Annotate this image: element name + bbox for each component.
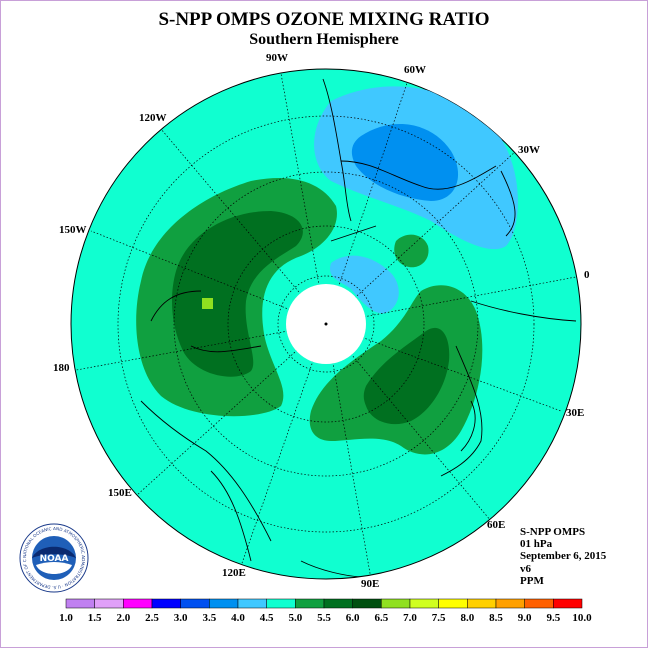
colorbar-swatch — [123, 598, 153, 609]
colorbar-tick-label: 2.5 — [145, 612, 159, 624]
info-block: S-NPP OMPS 01 hPa September 6, 2015 v6 P… — [520, 526, 606, 587]
colorbar-swatch — [409, 598, 439, 609]
meridians — [71, 69, 581, 579]
colorbar-tick-label: 3.0 — [174, 612, 188, 624]
lon-label-120e: 120E — [222, 567, 246, 579]
colorbar-tick-label: 8.0 — [460, 612, 474, 624]
colorbar-tick-label: 1.5 — [88, 612, 102, 624]
colorbar-swatch — [553, 598, 583, 609]
lon-label-180: 180 — [53, 362, 70, 374]
colorbar-swatch — [180, 598, 210, 609]
colorbar-tick-label: 9.5 — [546, 612, 560, 624]
info-units: PPM — [520, 574, 544, 587]
colorbar-swatch — [323, 598, 353, 609]
logo-text: NOAA — [40, 554, 69, 564]
colorbar-tick-label: 4.5 — [260, 612, 274, 624]
page-subtitle: Southern Hemisphere — [249, 31, 399, 48]
contour-4.0-4.5-small — [330, 255, 399, 314]
colorbar-tick-label: 8.5 — [489, 612, 503, 624]
colorbar-swatch — [65, 598, 95, 609]
lon-label-60e: 60E — [487, 519, 505, 531]
colorbar-swatch — [467, 598, 497, 609]
colorbar-swatch — [151, 598, 181, 609]
colorbar-tick-label: 5.0 — [288, 612, 302, 624]
colorbar-swatch — [295, 598, 325, 609]
colorbar-swatch — [266, 598, 296, 609]
lon-label-90w: 90W — [266, 52, 288, 64]
colorbar-tick-labels: 1.0 1.5 2.0 2.5 3.0 3.5 4.0 4.5 5.0 5.5 6.0 6.5 7.0 7… — [59, 612, 592, 624]
colorbar-tick-label: 5.5 — [317, 612, 331, 624]
colorbar-swatch — [237, 598, 267, 609]
colorbar-tick-label: 6.0 — [346, 612, 360, 624]
contour-6.0-6.5-spot — [202, 298, 213, 309]
noaa-logo: NATIONAL OCEANIC AND ATMOSPHERIC ADMINIS… — [19, 523, 89, 593]
colorbar-swatch — [495, 598, 525, 609]
longitude-labels: 90W 60W 30W 0 30E 60E 90E 120E 150E 180 … — [53, 52, 590, 590]
colorbar-tick-label: 6.5 — [374, 612, 388, 624]
lon-label-30e: 30E — [566, 407, 584, 419]
colorbar-swatch — [94, 598, 124, 609]
lon-label-90e: 90E — [361, 578, 379, 590]
contour-5.5-6.0-east — [363, 327, 450, 425]
colorbar-tick-label: 10.0 — [572, 612, 592, 624]
colorbar-tick-label: 3.5 — [202, 612, 216, 624]
colorbar-tick-label: 4.0 — [231, 612, 245, 624]
lon-label-150w: 150W — [59, 224, 87, 236]
colorbar-swatch — [352, 598, 382, 609]
lon-label-0: 0 — [584, 269, 590, 281]
colorbar-tick-label: 2.0 — [116, 612, 130, 624]
contour-5.5-6.0-west — [171, 211, 303, 377]
lon-label-120w: 120W — [139, 112, 167, 124]
info-version: v6 — [520, 562, 531, 575]
colorbar-swatch — [438, 598, 468, 609]
colorbar-swatch — [209, 598, 239, 609]
colorbar-tick-label: 7.5 — [432, 612, 446, 624]
colorbar-tick-label: 7.0 — [403, 612, 417, 624]
colorbar-swatch — [524, 598, 554, 609]
lon-label-150e: 150E — [108, 487, 132, 499]
contour-5.0-5.5-blob — [394, 234, 429, 268]
contour-fields — [71, 69, 581, 579]
info-level: 01 hPa — [520, 538, 553, 551]
latitude-circles — [117, 115, 535, 533]
colorbar-tick-label: 9.0 — [518, 612, 532, 624]
lon-label-30w: 30W — [518, 144, 540, 156]
lon-label-60w: 60W — [404, 64, 426, 76]
coastlines — [140, 78, 577, 578]
colorbar-tick-label: 1.0 — [59, 612, 73, 624]
info-instrument: S-NPP OMPS — [520, 526, 586, 538]
colorbar-swatch — [381, 598, 411, 609]
page-title: S-NPP OMPS OZONE MIXING RATIO — [158, 9, 490, 30]
colorbar-swatches — [65, 598, 583, 609]
contour-3.5-4.0 — [351, 124, 459, 201]
info-date: September 6, 2015 — [520, 550, 607, 563]
